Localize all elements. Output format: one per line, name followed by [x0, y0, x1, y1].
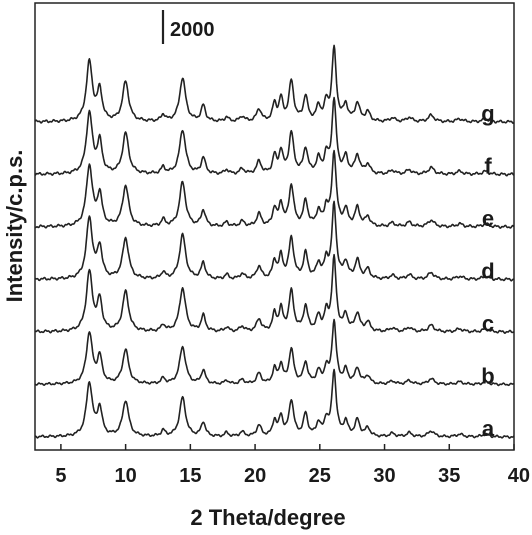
x-tick-label-15: 15	[179, 465, 201, 487]
trace-label-g: g	[481, 101, 494, 126]
x-tick-label-10: 10	[114, 465, 136, 487]
x-tick-label-5: 5	[55, 465, 66, 487]
trace-g	[34, 44, 515, 124]
x-tick-label-35: 35	[438, 465, 460, 487]
trace-label-d: d	[481, 259, 494, 284]
trace-label-c: c	[482, 311, 494, 336]
trace-label-b: b	[481, 364, 494, 389]
trace-label-group: a b c d e f g	[481, 101, 495, 441]
trace-d	[34, 200, 515, 282]
scale-bar: 2000	[161, 10, 215, 44]
x-tick-label-40: 40	[508, 465, 530, 487]
trace-a	[34, 368, 515, 439]
trace-b	[34, 318, 515, 387]
x-axis-ticks: 5 10 15 20 25 30 35 40	[55, 444, 530, 487]
trace-group	[34, 44, 515, 439]
trace-label-e: e	[482, 206, 494, 231]
x-tick-label-25: 25	[309, 465, 331, 487]
trace-f	[34, 96, 515, 177]
trace-e	[34, 149, 515, 229]
x-tick-label-20: 20	[244, 465, 266, 487]
trace-c	[34, 253, 515, 334]
scale-bar-label: 2000	[170, 19, 215, 41]
y-axis-title: Intensity/c.p.s.	[2, 150, 27, 303]
trace-label-f: f	[484, 154, 492, 179]
x-tick-label-30: 30	[373, 465, 395, 487]
x-axis-title: 2 Theta/degree	[190, 505, 345, 530]
trace-label-a: a	[482, 416, 495, 441]
